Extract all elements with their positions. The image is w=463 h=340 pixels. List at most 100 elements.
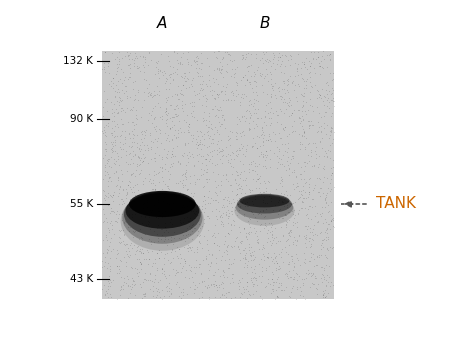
Point (219, 220, 226, 225)
Point (160, 271, 167, 276)
Point (311, 214, 318, 219)
Point (263, 227, 271, 233)
Point (195, 295, 202, 300)
Point (241, 254, 249, 260)
Point (329, 224, 337, 229)
Point (177, 269, 185, 274)
Point (166, 102, 173, 107)
Point (137, 250, 144, 255)
Point (277, 157, 284, 162)
Point (288, 258, 295, 264)
Point (300, 234, 307, 239)
Point (197, 166, 204, 172)
Point (169, 160, 176, 166)
Point (251, 122, 259, 127)
Text: TANK: TANK (375, 197, 415, 211)
Point (198, 278, 206, 284)
Point (312, 130, 319, 135)
Point (301, 195, 309, 201)
Point (286, 227, 293, 233)
Point (314, 253, 322, 258)
Point (227, 204, 235, 210)
Point (110, 170, 118, 175)
Point (317, 264, 324, 270)
Point (256, 173, 263, 178)
Point (235, 147, 243, 153)
Point (113, 110, 121, 116)
Point (262, 137, 269, 143)
Point (329, 87, 336, 92)
Point (112, 83, 119, 88)
Point (249, 69, 257, 74)
Point (120, 136, 128, 142)
Point (116, 97, 124, 103)
Point (300, 195, 307, 200)
Point (266, 242, 274, 247)
Point (249, 158, 256, 164)
Point (318, 292, 325, 298)
Point (158, 156, 165, 162)
Point (112, 137, 119, 142)
Point (119, 188, 126, 193)
Point (298, 132, 306, 138)
Point (176, 162, 184, 167)
Point (133, 65, 140, 71)
Point (163, 155, 170, 160)
Point (313, 210, 320, 216)
Point (199, 154, 206, 159)
Point (102, 134, 110, 139)
Point (302, 55, 309, 61)
Point (121, 129, 129, 134)
Point (205, 118, 212, 123)
Point (134, 192, 142, 198)
Point (126, 287, 134, 292)
Point (196, 226, 203, 231)
Point (165, 176, 173, 182)
Point (253, 133, 261, 138)
Point (290, 276, 298, 281)
Point (145, 256, 152, 262)
Point (146, 91, 153, 97)
Point (156, 152, 163, 158)
Point (127, 171, 135, 176)
Point (266, 229, 273, 234)
Point (137, 260, 144, 266)
Point (301, 275, 309, 281)
Point (272, 293, 280, 299)
Point (224, 242, 231, 248)
Point (174, 255, 181, 261)
Point (144, 277, 151, 283)
Point (315, 139, 323, 144)
Point (328, 96, 336, 101)
Point (131, 173, 138, 178)
Point (152, 65, 159, 70)
Point (115, 102, 122, 107)
Point (317, 96, 324, 101)
Point (183, 245, 191, 251)
Point (310, 164, 317, 169)
Point (269, 56, 276, 61)
Point (259, 49, 267, 55)
Point (144, 90, 151, 95)
Point (126, 225, 134, 230)
Point (241, 260, 248, 266)
Point (100, 188, 107, 194)
Point (288, 148, 296, 154)
Point (290, 87, 297, 93)
Point (223, 179, 231, 184)
Point (315, 255, 322, 260)
Point (307, 242, 314, 247)
Point (123, 273, 131, 279)
Point (134, 155, 142, 160)
Point (288, 200, 296, 205)
Point (119, 80, 126, 86)
Point (307, 153, 314, 159)
Point (199, 115, 206, 120)
Point (152, 129, 160, 134)
Point (265, 69, 273, 74)
Point (294, 233, 301, 238)
Point (303, 76, 310, 82)
Point (219, 267, 227, 273)
Point (258, 154, 266, 159)
Point (190, 211, 198, 217)
